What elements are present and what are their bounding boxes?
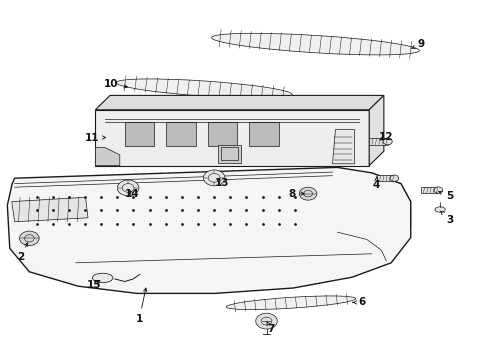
Polygon shape	[207, 122, 237, 146]
Text: 12: 12	[378, 132, 393, 142]
Ellipse shape	[211, 33, 418, 55]
Text: 3: 3	[440, 211, 452, 225]
Circle shape	[433, 187, 442, 193]
Circle shape	[20, 231, 39, 246]
Circle shape	[117, 180, 139, 196]
Polygon shape	[95, 110, 368, 166]
Text: 15: 15	[87, 280, 102, 290]
Ellipse shape	[226, 296, 355, 310]
Polygon shape	[7, 167, 410, 293]
Text: 10: 10	[104, 78, 127, 89]
Text: 2: 2	[17, 243, 28, 262]
Polygon shape	[249, 122, 278, 146]
Text: 4: 4	[372, 177, 380, 190]
Circle shape	[389, 175, 398, 181]
Text: 13: 13	[215, 178, 229, 188]
Circle shape	[382, 138, 391, 145]
Polygon shape	[332, 130, 354, 164]
Circle shape	[255, 313, 277, 329]
Polygon shape	[12, 197, 88, 222]
Ellipse shape	[116, 79, 291, 98]
Polygon shape	[166, 122, 195, 146]
Text: 7: 7	[266, 321, 275, 334]
Polygon shape	[95, 95, 383, 110]
Text: 8: 8	[288, 189, 304, 199]
Text: 11: 11	[84, 132, 105, 143]
Ellipse shape	[92, 273, 113, 283]
Polygon shape	[376, 175, 393, 181]
Polygon shape	[124, 122, 154, 146]
Polygon shape	[368, 95, 383, 166]
Text: 5: 5	[438, 191, 452, 201]
Text: 9: 9	[411, 39, 424, 49]
Text: 1: 1	[136, 288, 146, 324]
Polygon shape	[217, 145, 241, 163]
Text: 6: 6	[352, 297, 365, 307]
Circle shape	[299, 187, 316, 200]
Circle shape	[203, 170, 224, 186]
Polygon shape	[368, 139, 387, 144]
Polygon shape	[95, 148, 120, 166]
Text: 14: 14	[124, 189, 139, 199]
Polygon shape	[420, 187, 437, 193]
Ellipse shape	[434, 207, 444, 212]
